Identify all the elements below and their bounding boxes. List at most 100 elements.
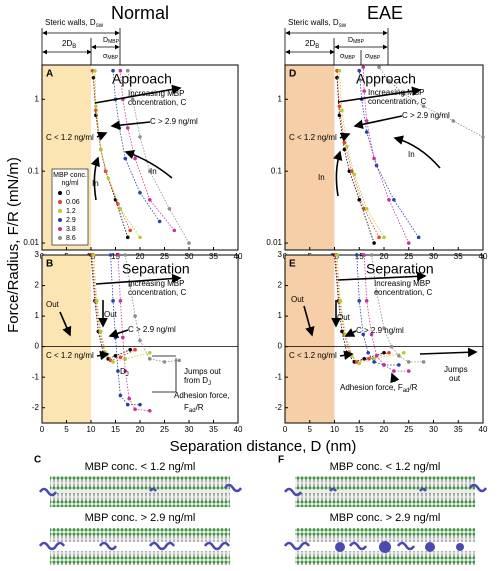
diagram-f: F MBP conc. < 1.2 ng/ml MBP conc. > 2.9 … [278, 455, 488, 565]
x-tick-label: 35 [454, 252, 463, 261]
y-tick-label: 0.01 [266, 238, 282, 247]
x-tick-label: 5 [64, 425, 69, 434]
x-axis-label: Separation distance, D (nm) [170, 438, 357, 455]
x-tick-label: 35 [454, 425, 463, 434]
y-axis-label: Force/Radius, F/R (mN/m) [5, 157, 22, 333]
x-tick-label: 0 [283, 425, 288, 434]
series-line [336, 77, 375, 244]
data-point [354, 253, 359, 257]
annotation: DJ [120, 367, 129, 377]
y-tick-label: 3 [278, 250, 283, 259]
data-point [125, 126, 130, 130]
panel-label: B [46, 259, 53, 270]
header-label: Steric walls, Dsw [45, 18, 104, 28]
data-point [123, 369, 128, 373]
diagram-caption: MBP conc. > 2.9 ng/ml [330, 512, 441, 524]
data-point [387, 79, 391, 83]
legend-marker [58, 236, 62, 240]
annotation: Approach [112, 71, 172, 87]
data-point [342, 147, 347, 152]
data-point [118, 393, 123, 398]
data-point [372, 241, 376, 245]
data-point [337, 104, 342, 109]
diagram-caption: MBP conc. > 2.9 ng/ml [85, 512, 196, 524]
data-point [392, 197, 396, 202]
data-point [167, 206, 172, 211]
x-tick-label: 20 [136, 425, 145, 434]
data-point [387, 350, 391, 355]
data-point [123, 156, 128, 161]
data-point [108, 253, 113, 257]
annotation: Jumps [444, 365, 468, 374]
annotation: Increasing MBP [374, 279, 430, 288]
data-point [91, 253, 96, 257]
annotation: Increasing MBP [128, 89, 184, 98]
data-point [372, 360, 376, 364]
legend-marker [58, 191, 62, 195]
data-point [148, 357, 152, 361]
data-point [123, 253, 128, 257]
annotation: Separation [122, 261, 190, 277]
data-point [335, 68, 339, 73]
data-point [130, 97, 135, 102]
data-point [118, 355, 123, 360]
data-point [382, 350, 386, 355]
annotation: out [449, 374, 461, 383]
data-point [111, 360, 115, 364]
data-point [94, 108, 98, 113]
x-tick-label: 35 [209, 425, 218, 434]
y-tick-label: -1 [32, 372, 40, 381]
annotation: C > 2.9 ng/ml [150, 117, 198, 126]
legend-title: ng/ml [61, 180, 79, 187]
data-point [113, 335, 118, 340]
y-tick-label: 1 [35, 311, 40, 320]
series-line [94, 70, 141, 238]
annotation: Adhesion force, Fad/R [340, 383, 418, 393]
data-point [397, 354, 401, 358]
data-point [148, 350, 152, 355]
data-point [125, 402, 130, 407]
header-label: σMBP [340, 53, 356, 61]
column-title: Normal [111, 3, 169, 23]
data-point [128, 228, 132, 233]
data-point [116, 253, 120, 257]
data-point [111, 68, 115, 73]
data-point [116, 202, 120, 206]
y-tick-label: 0 [278, 342, 283, 351]
y-tick-label: -2 [32, 403, 40, 412]
data-point [342, 140, 347, 145]
y-tick-label: 2 [278, 281, 283, 290]
data-point [93, 68, 97, 73]
data-point [121, 335, 125, 340]
annotation: C > 2.9 ng/ml [356, 326, 404, 335]
data-point [138, 135, 142, 139]
data-point [387, 197, 391, 202]
x-tick-label: 15 [111, 425, 120, 434]
x-tick-label: 10 [87, 425, 96, 434]
series-line [92, 70, 131, 231]
annotation: Out [46, 300, 60, 309]
data-point [382, 235, 386, 240]
panel-label: F [278, 455, 284, 466]
y-tick-label: -2 [275, 403, 283, 412]
data-point [357, 361, 362, 366]
data-point [338, 299, 343, 303]
data-point [402, 350, 406, 355]
annotation: Out [337, 313, 351, 322]
shaded-region [285, 65, 335, 250]
data-point [389, 344, 394, 349]
x-tick-label: 0 [40, 425, 45, 434]
data-point [94, 104, 98, 109]
data-point [357, 197, 362, 202]
panel-label: A [46, 69, 53, 80]
data-point [138, 338, 142, 343]
annotation: C > 2.9 ng/ml [128, 325, 176, 334]
data-point [177, 358, 181, 363]
data-point [162, 360, 167, 364]
data-point [116, 369, 120, 373]
annotation: Separation [366, 261, 434, 277]
data-point [362, 357, 367, 361]
data-point [103, 169, 108, 173]
data-point [481, 135, 485, 139]
data-point [362, 253, 367, 257]
